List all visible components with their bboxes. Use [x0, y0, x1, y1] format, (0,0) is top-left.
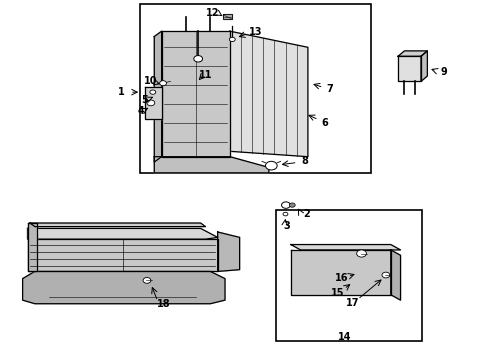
Polygon shape [229, 31, 307, 157]
Text: 6: 6 [321, 118, 327, 128]
Text: 16: 16 [335, 273, 348, 283]
Circle shape [150, 90, 156, 94]
Circle shape [229, 37, 235, 41]
Polygon shape [161, 31, 229, 157]
Text: 11: 11 [198, 70, 212, 80]
Polygon shape [154, 157, 268, 173]
Polygon shape [397, 56, 420, 81]
Text: 8: 8 [301, 156, 307, 166]
Polygon shape [154, 31, 161, 162]
Circle shape [147, 100, 155, 106]
Circle shape [289, 203, 295, 207]
Circle shape [381, 272, 389, 278]
Polygon shape [222, 14, 232, 19]
Polygon shape [27, 239, 217, 271]
Circle shape [265, 161, 277, 170]
Bar [140, 4, 370, 173]
Circle shape [356, 250, 366, 257]
Polygon shape [22, 271, 224, 304]
Polygon shape [420, 51, 427, 81]
Text: 2: 2 [303, 209, 310, 219]
Circle shape [193, 55, 202, 62]
Text: 13: 13 [248, 27, 262, 37]
Polygon shape [27, 223, 37, 271]
Text: 7: 7 [326, 84, 332, 94]
Polygon shape [290, 250, 390, 295]
Polygon shape [27, 228, 217, 239]
Text: 18: 18 [157, 300, 170, 310]
Polygon shape [390, 250, 400, 300]
Polygon shape [290, 244, 400, 250]
Polygon shape [217, 232, 239, 271]
Text: 9: 9 [439, 67, 446, 77]
Text: 17: 17 [346, 298, 359, 309]
Polygon shape [30, 223, 205, 226]
Text: 4: 4 [137, 106, 144, 116]
Text: 5: 5 [142, 95, 148, 105]
Text: 3: 3 [283, 221, 290, 231]
Text: 10: 10 [144, 76, 157, 86]
Text: 12: 12 [205, 8, 219, 18]
Text: 1: 1 [118, 87, 125, 97]
Bar [276, 211, 422, 341]
Text: 14: 14 [337, 332, 350, 342]
Circle shape [159, 81, 166, 86]
Text: 15: 15 [331, 288, 344, 298]
Circle shape [283, 212, 287, 216]
Polygon shape [144, 87, 161, 119]
Circle shape [143, 278, 151, 283]
Polygon shape [397, 51, 427, 56]
Circle shape [281, 202, 290, 208]
